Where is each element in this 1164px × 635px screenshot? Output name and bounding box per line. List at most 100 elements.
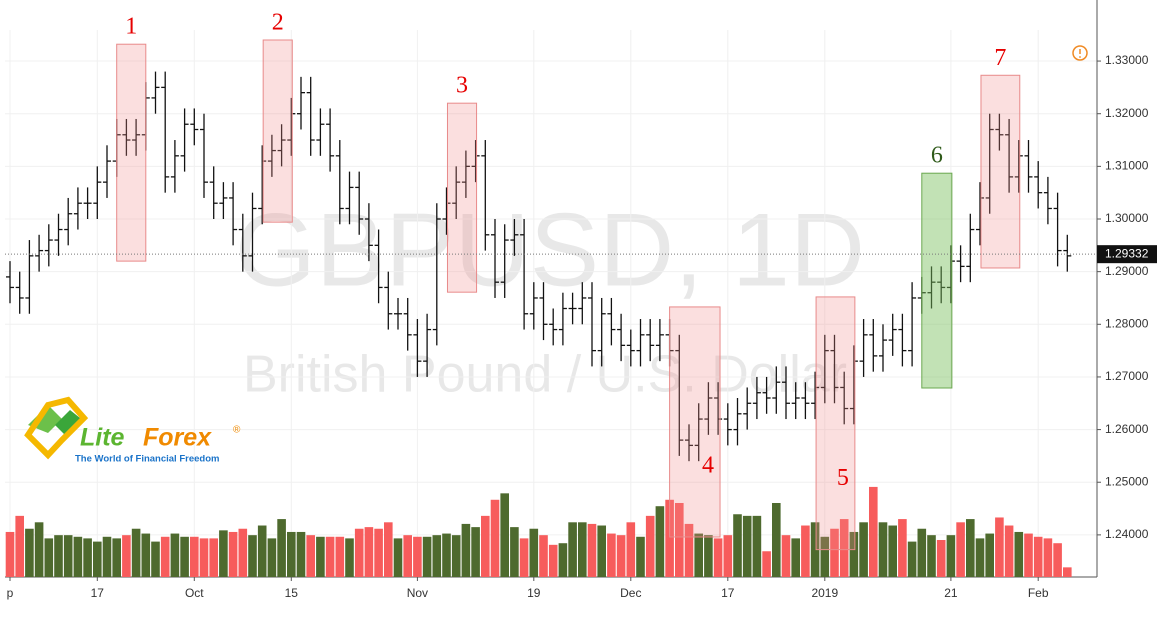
volume-bar bbox=[917, 528, 927, 577]
volume-bar bbox=[219, 530, 228, 577]
volume-bar bbox=[209, 538, 218, 577]
annotation-label: 2 bbox=[272, 10, 284, 36]
annotation-label: 6 bbox=[931, 143, 943, 169]
volume-bar bbox=[306, 535, 315, 577]
volume-bar bbox=[936, 539, 946, 577]
volume-bar bbox=[180, 536, 189, 577]
volume-bar bbox=[510, 527, 519, 577]
alert-icon[interactable] bbox=[1072, 45, 1088, 61]
volume-bar bbox=[422, 536, 432, 577]
volume-bar bbox=[791, 538, 800, 577]
volume-bar bbox=[539, 535, 548, 577]
volume-bar bbox=[102, 536, 112, 577]
volume-bar bbox=[170, 533, 180, 577]
volume-bar bbox=[597, 525, 606, 577]
volume-bar bbox=[1004, 525, 1014, 577]
volume-bar bbox=[25, 528, 34, 577]
logo: Lite Forex ® The World of Financial Free… bbox=[24, 396, 241, 465]
volume-bar bbox=[723, 535, 733, 577]
volume-bar bbox=[83, 538, 92, 577]
last-price-label: 1.29332 bbox=[1105, 246, 1149, 260]
volume-bar bbox=[5, 531, 15, 577]
y-tick-label: 1.30000 bbox=[1105, 211, 1149, 225]
watermark-subtitle: British Pound / U.S. Dollar bbox=[243, 346, 847, 404]
volume-bar bbox=[519, 538, 529, 577]
volume-bar bbox=[956, 522, 965, 577]
volume-bar bbox=[374, 528, 383, 577]
volume-bar bbox=[946, 535, 956, 577]
volume-bar bbox=[985, 533, 994, 577]
volume-bar bbox=[393, 538, 403, 577]
volume-bar bbox=[490, 499, 500, 577]
volume-bar bbox=[966, 519, 975, 577]
x-tick-label: 17 bbox=[91, 586, 105, 600]
volume-bar bbox=[500, 493, 509, 577]
annotation-box bbox=[116, 43, 147, 262]
annotation-label: 1 bbox=[125, 14, 137, 40]
volume-bar bbox=[578, 522, 587, 577]
volume-bar bbox=[287, 531, 296, 577]
volume-bar bbox=[655, 506, 665, 577]
volume-bar bbox=[1063, 567, 1072, 577]
volume-bar bbox=[781, 535, 791, 577]
logo-icon bbox=[24, 396, 89, 460]
x-tick-label: Feb bbox=[1028, 586, 1049, 600]
volume-bar bbox=[354, 528, 364, 577]
volume-bar bbox=[694, 533, 703, 577]
annotation-box bbox=[262, 39, 293, 223]
x-tick-label: Dec bbox=[620, 586, 641, 600]
volume-bar bbox=[122, 535, 131, 577]
volume-bar bbox=[151, 541, 160, 577]
volume-bar bbox=[335, 536, 345, 577]
volume-bar bbox=[112, 538, 121, 577]
x-tick-label: Oct bbox=[185, 586, 204, 600]
volume-bar bbox=[742, 515, 752, 577]
volume-bar bbox=[34, 522, 44, 577]
volume-bar bbox=[384, 522, 393, 577]
logo-tagline: The World of Financial Freedom bbox=[75, 454, 219, 465]
volume-bar bbox=[228, 531, 238, 577]
logo-icon bbox=[55, 410, 80, 434]
y-tick-label: 1.24000 bbox=[1105, 527, 1149, 541]
volume-bar bbox=[907, 541, 917, 577]
volume-bar bbox=[839, 519, 849, 577]
volume-bar bbox=[54, 535, 63, 577]
annotation-label: 4 bbox=[702, 452, 714, 478]
volume-bar bbox=[1014, 531, 1024, 577]
volume-bar bbox=[529, 528, 539, 577]
volume-bar bbox=[733, 514, 742, 577]
volume-bar bbox=[869, 486, 878, 577]
volume-bar bbox=[645, 515, 655, 577]
y-tick-label: 1.31000 bbox=[1105, 159, 1149, 173]
y-tick-label: 1.32000 bbox=[1105, 106, 1149, 120]
volume-bar bbox=[257, 525, 267, 577]
annotation-box bbox=[815, 296, 856, 551]
logo-mark: ® bbox=[233, 425, 241, 436]
volume-bar bbox=[665, 499, 674, 577]
volume-bar bbox=[267, 538, 277, 577]
volume-bar bbox=[636, 536, 645, 577]
volume-bar bbox=[1053, 543, 1062, 577]
volume-bar bbox=[432, 535, 442, 577]
volume-bar bbox=[63, 535, 73, 577]
volume-bar bbox=[131, 528, 141, 577]
logo-name: Forex bbox=[143, 424, 212, 452]
volume-bar bbox=[296, 531, 306, 577]
volume-bar bbox=[801, 525, 810, 577]
volume-bar bbox=[461, 523, 471, 577]
y-tick-label: 1.28000 bbox=[1105, 316, 1149, 330]
volume-bar bbox=[772, 502, 781, 577]
volume-bar bbox=[316, 536, 325, 577]
volume-bar bbox=[888, 525, 897, 577]
volume-bar bbox=[471, 527, 480, 577]
x-tick-label: 19 bbox=[527, 586, 541, 600]
volume-bar bbox=[975, 538, 985, 577]
volume-bar bbox=[413, 536, 422, 577]
annotation-box bbox=[446, 102, 478, 293]
volume-bar bbox=[626, 522, 636, 577]
volume-bar bbox=[849, 531, 859, 577]
volume-bar bbox=[190, 536, 199, 577]
watermark-title: GBPUSD, 1D bbox=[235, 192, 865, 308]
x-tick-label: 15 bbox=[285, 586, 299, 600]
